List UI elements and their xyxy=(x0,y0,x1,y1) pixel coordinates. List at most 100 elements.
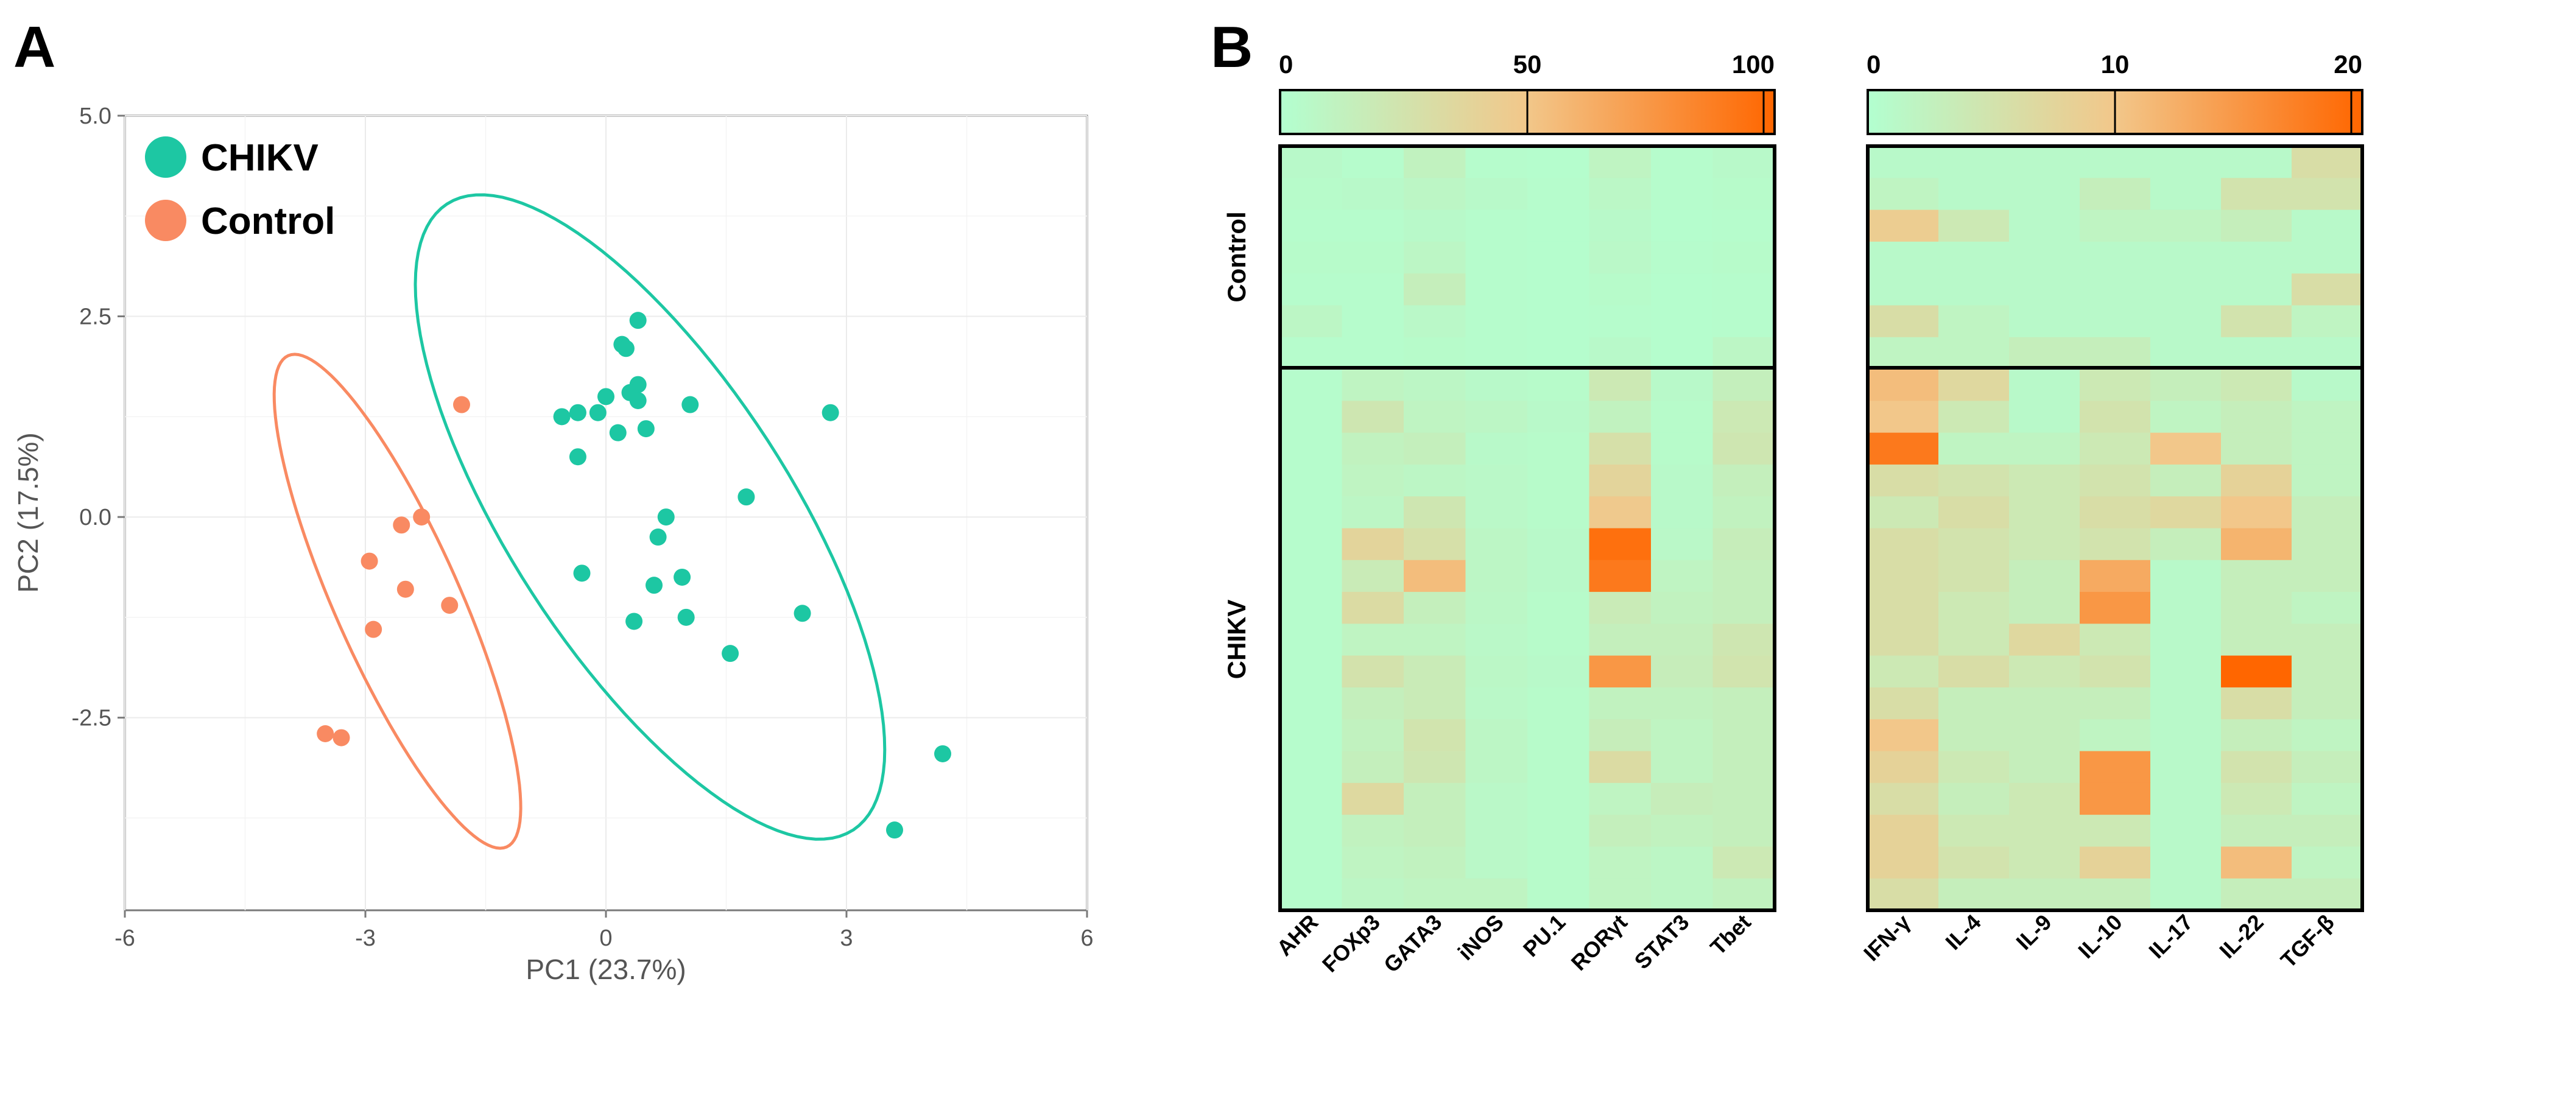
point-chikv xyxy=(569,448,586,466)
legend-marker-control xyxy=(145,200,186,241)
heatmap-cell xyxy=(1404,273,1466,306)
heatmap-cell xyxy=(1589,401,1652,434)
point-chikv xyxy=(794,605,811,622)
heatmap-cell xyxy=(1589,719,1652,752)
heatmap-cell xyxy=(1651,305,1714,338)
heatmap-cell xyxy=(1280,624,1343,656)
heatmap-cell xyxy=(1280,146,1343,178)
heatmap-cell xyxy=(2009,369,2080,401)
heatmap-cell xyxy=(1868,464,1939,497)
heatmap-cell xyxy=(2221,305,2292,338)
heatmap-column-label: GATA3 xyxy=(1379,910,1446,977)
heatmap-cell xyxy=(1527,241,1590,274)
heatmap-cell xyxy=(2009,782,2080,815)
heatmap-cell xyxy=(1527,369,1590,401)
heatmap-cell xyxy=(1404,496,1466,529)
heatmap-cell xyxy=(2150,719,2222,752)
heatmap-cell xyxy=(1712,369,1775,401)
heatmap-cell xyxy=(2292,464,2363,497)
heatmap-cell xyxy=(2221,560,2292,592)
x-tick-label: -3 xyxy=(355,926,376,951)
point-chikv xyxy=(674,568,691,586)
heatmap-cell xyxy=(1868,496,1939,529)
heatmap-cell xyxy=(2221,401,2292,434)
heatmap-cell xyxy=(1868,209,1939,242)
heatmap-2-frame xyxy=(1866,144,2364,912)
heatmap-cell xyxy=(1589,878,1652,911)
heatmap-column-label: PU.1 xyxy=(1518,910,1571,962)
heatmap-cell xyxy=(1589,751,1652,784)
heatmap-cell xyxy=(1868,401,1939,434)
heatmap-cell xyxy=(1938,592,2010,624)
heatmap-cell xyxy=(2009,751,2080,784)
heatmap-column-label: RORγt xyxy=(1566,910,1632,975)
point-chikv xyxy=(646,577,663,594)
heatmap-cell xyxy=(2150,305,2222,338)
heatmap-cell xyxy=(2292,369,2363,401)
heatmap-cell xyxy=(1280,815,1343,848)
heatmap-cell xyxy=(2080,369,2151,401)
heatmap-column-label: iNOS xyxy=(1453,910,1508,965)
point-chikv xyxy=(569,404,586,421)
heatmap-cell xyxy=(2292,846,2363,879)
pca-scatter-plot: -6 -3 0 3 6 5.0 2.5 0.0 -2.5 PC1 (23.7%) PC2 (1… xyxy=(12,104,1094,985)
heatmap-cell xyxy=(1589,687,1652,720)
heatmap-cell xyxy=(1938,846,2010,879)
y-axis-ticks: 5.0 2.5 0.0 -2.5 xyxy=(72,104,125,731)
heatmap-cell xyxy=(1465,782,1528,815)
heatmap-cell xyxy=(1651,528,1714,561)
heatmap-cell xyxy=(1404,560,1466,592)
heatmap-cell xyxy=(1938,432,2010,465)
heatmap-cell xyxy=(1465,846,1528,879)
ellipse-control xyxy=(272,353,523,850)
heatmap-cell xyxy=(2150,241,2222,274)
heatmap-cell xyxy=(2080,751,2151,784)
heatmap-cell xyxy=(1342,178,1404,211)
heatmap-cell xyxy=(1868,655,1939,688)
heatmap-cell xyxy=(1589,369,1652,401)
heatmap-cell xyxy=(2009,337,2080,370)
heatmap-cell xyxy=(1651,209,1714,242)
heatmap-cell xyxy=(2009,401,2080,434)
heatmap-cell xyxy=(1868,846,1939,879)
heatmap-cell xyxy=(1712,846,1775,879)
heatmap-cell xyxy=(2009,464,2080,497)
heatmap-cell xyxy=(1868,878,1939,911)
heatmap-cell xyxy=(2292,401,2363,434)
heatmap-cell xyxy=(2080,241,2151,274)
heatmap-cell xyxy=(2009,719,2080,752)
heatmap-cell xyxy=(2080,592,2151,624)
heatmap-cell xyxy=(1342,496,1404,529)
heatmap-cell xyxy=(1651,719,1714,752)
heatmap-cell xyxy=(2150,815,2222,848)
heatmap-cell xyxy=(1712,178,1775,211)
heatmap-cell xyxy=(1938,751,2010,784)
colorbar-tick-label: 10 xyxy=(2101,50,2130,79)
heatmap-1-cells xyxy=(1280,146,1775,911)
heatmap-cell xyxy=(2080,655,2151,688)
heatmap-cell xyxy=(1404,528,1466,561)
point-control xyxy=(453,396,470,413)
heatmap-cell xyxy=(2080,273,2151,306)
heatmap-cell xyxy=(1589,305,1652,338)
heatmap-cell xyxy=(1465,687,1528,720)
heatmap-cell xyxy=(1589,560,1652,592)
heatmap-cell xyxy=(2080,719,2151,752)
point-chikv xyxy=(822,404,839,421)
heatmap-cell xyxy=(1589,846,1652,879)
heatmap-cell xyxy=(2150,432,2222,465)
point-chikv xyxy=(722,645,739,662)
heatmap-cell xyxy=(1712,560,1775,592)
heatmap-cell xyxy=(1404,624,1466,656)
heatmap-cell xyxy=(2221,209,2292,242)
heatmap-cell xyxy=(1280,273,1343,306)
heatmap-column-label: IFN-γ xyxy=(1859,910,1915,966)
heatmap-cell xyxy=(1465,178,1528,211)
heatmap-cell xyxy=(1712,209,1775,242)
heatmap-cell xyxy=(2009,592,2080,624)
heatmap-cell xyxy=(1712,464,1775,497)
heatmap-cell xyxy=(1527,782,1590,815)
heatmap-cell xyxy=(1527,878,1590,911)
heatmap-cell xyxy=(2292,687,2363,720)
